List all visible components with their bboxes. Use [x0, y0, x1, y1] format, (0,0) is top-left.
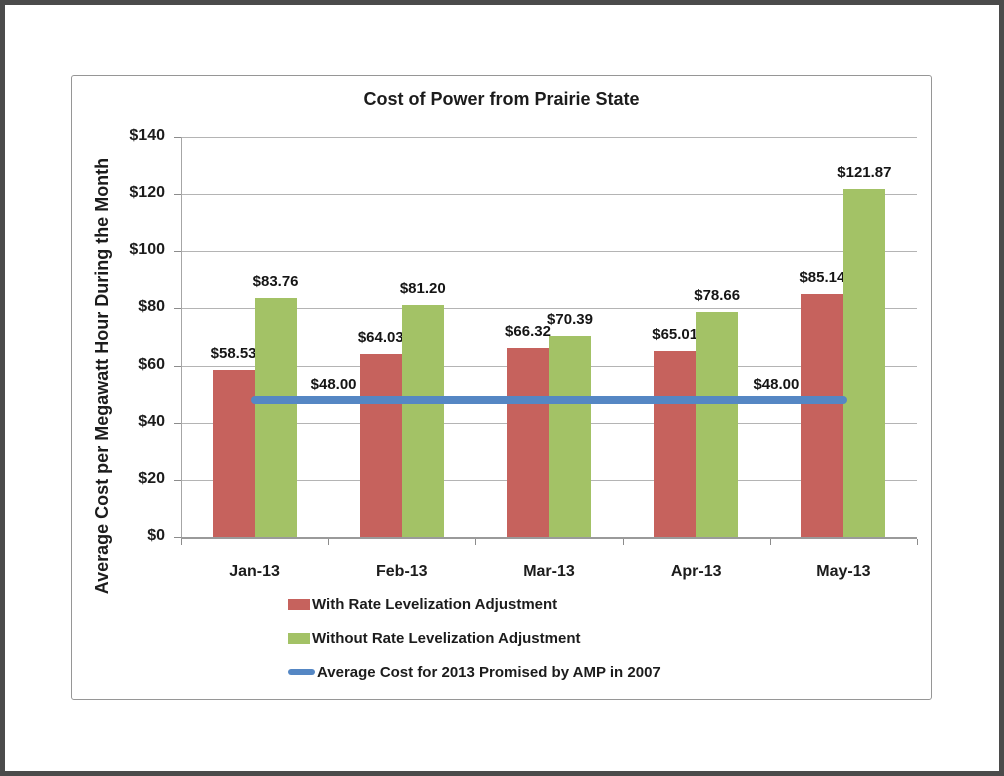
- legend-swatch-line: [288, 669, 315, 675]
- legend-label: With Rate Levelization Adjustment: [312, 595, 558, 613]
- bar-value-label: $65.01: [652, 326, 699, 344]
- x-axis-tick: [769, 539, 771, 545]
- legend-item: Average Cost for 2013 Promised by AMP in…: [288, 661, 661, 683]
- bar-with-adjustment: [359, 354, 402, 537]
- bar-without-adjustment: [254, 297, 297, 537]
- bar-with-adjustment: [654, 351, 697, 537]
- legend-swatch-bar: [288, 632, 310, 644]
- gridline: [181, 194, 917, 196]
- y-axis-tick: [174, 194, 181, 196]
- bar-without-adjustment: [843, 188, 886, 537]
- bar-with-adjustment: [212, 369, 255, 537]
- legend-swatch-bar: [288, 598, 310, 610]
- bar-value-label: $66.32: [505, 322, 551, 340]
- x-axis-tick: [917, 539, 918, 545]
- bar-value-label: $83.76: [252, 272, 299, 290]
- bar-with-adjustment: [801, 293, 844, 537]
- legend-label: Average Cost for 2013 Promised by AMP in…: [317, 663, 661, 681]
- x-axis-category-label: May-13: [816, 563, 871, 580]
- bar-value-label: $70.39: [547, 310, 593, 328]
- average-cost-line: [250, 395, 848, 404]
- x-axis-tick: [475, 539, 477, 545]
- bar-value-label: $85.14: [799, 268, 846, 286]
- bar-without-adjustment: [696, 312, 739, 537]
- x-axis-category-label: Feb-13: [376, 563, 428, 580]
- plot-area: $0 $20 $40 $60 $80 $100 $120 $140 Jan-13 Feb-13 Ma…: [72, 76, 931, 699]
- x-axis-tick: [622, 539, 624, 545]
- y-axis-line: [181, 137, 182, 537]
- chart-container: Cost of Power from Prairie State Average…: [71, 75, 932, 700]
- x-axis-category-label: Apr-13: [670, 563, 722, 580]
- bar-value-label: $64.03: [357, 329, 404, 347]
- gridline: [181, 308, 917, 310]
- y-axis-tick: [174, 537, 181, 538]
- y-axis-tick-label: $80: [138, 298, 165, 316]
- bar-value-label: $58.53: [210, 344, 257, 362]
- y-axis-tick-label: $120: [129, 184, 165, 202]
- x-axis-line: [181, 537, 917, 539]
- bar-value-label: $78.66: [694, 287, 741, 305]
- x-axis-tick: [328, 539, 330, 545]
- y-axis-tick-label: $100: [129, 241, 165, 259]
- y-axis-tick: [174, 422, 181, 424]
- y-axis-tick-label: $40: [138, 412, 165, 430]
- legend-item: With Rate Levelization Adjustment: [288, 593, 661, 615]
- x-axis-category-label: Jan-13: [229, 563, 280, 580]
- x-axis-tick: [181, 539, 182, 545]
- line-value-label: $48.00: [753, 375, 800, 393]
- y-axis-tick: [174, 479, 181, 481]
- bar-value-label: $81.20: [399, 280, 446, 297]
- legend-item: Without Rate Levelization Adjustment: [288, 627, 661, 649]
- bar-without-adjustment: [401, 305, 444, 537]
- legend-label: Without Rate Levelization Adjustment: [312, 629, 581, 647]
- y-axis-tick: [174, 137, 181, 138]
- bar-without-adjustment: [549, 335, 591, 537]
- y-axis-tick-label: $0: [147, 527, 165, 544]
- y-axis-tick-label: $60: [138, 355, 165, 373]
- y-axis-tick-label: $140: [129, 127, 165, 144]
- chart-title: Cost of Power from Prairie State: [363, 89, 640, 109]
- x-axis-category-label: Mar-13: [523, 563, 575, 580]
- y-axis-tick-label: $20: [138, 469, 165, 487]
- bar-value-label: $121.87: [837, 163, 892, 181]
- y-axis-tick: [174, 365, 181, 367]
- bar-with-adjustment: [507, 347, 549, 537]
- y-axis-tick: [174, 308, 181, 310]
- y-axis-tick: [174, 251, 181, 253]
- line-value-label: $48.00: [310, 375, 357, 393]
- gridline: [181, 251, 917, 253]
- gridline: [181, 137, 917, 138]
- legend: With Rate Levelization Adjustment Without…: [288, 593, 661, 695]
